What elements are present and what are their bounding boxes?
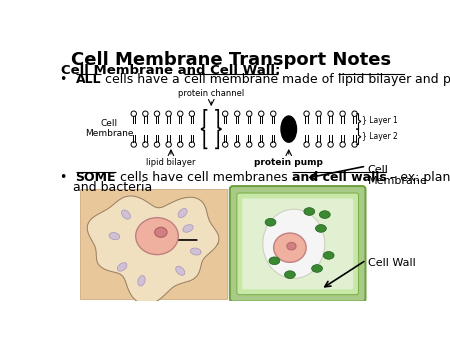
Text: } Layer 2: } Layer 2 [362, 131, 398, 141]
Ellipse shape [122, 210, 130, 219]
FancyBboxPatch shape [80, 189, 227, 298]
Ellipse shape [269, 257, 280, 265]
Text: protein channel: protein channel [178, 89, 244, 98]
Text: lipid bilayer: lipid bilayer [146, 159, 196, 167]
Ellipse shape [274, 233, 306, 262]
Text: Cell Membrane Transport Notes: Cell Membrane Transport Notes [71, 51, 391, 69]
Text: cells have cell membranes: cells have cell membranes [116, 171, 292, 185]
Text: proteins: proteins [443, 73, 450, 86]
Ellipse shape [117, 263, 127, 271]
Ellipse shape [287, 242, 296, 250]
Text: cells have a: cells have a [101, 73, 184, 86]
Ellipse shape [178, 209, 187, 218]
Text: •: • [60, 171, 76, 185]
Ellipse shape [304, 208, 315, 215]
Ellipse shape [155, 227, 167, 237]
Text: and bacteria: and bacteria [73, 182, 153, 194]
Text: protein pump: protein pump [254, 159, 323, 167]
Text: and: and [411, 73, 443, 86]
Text: Cell
Membrane: Cell Membrane [85, 119, 133, 138]
Text: } Layer 1: } Layer 1 [362, 116, 398, 125]
Ellipse shape [265, 218, 276, 226]
Ellipse shape [190, 248, 201, 255]
Text: Cell Wall: Cell Wall [368, 259, 415, 268]
Text: lipid bilayer: lipid bilayer [338, 73, 411, 86]
Text: •: • [60, 73, 76, 86]
Ellipse shape [284, 271, 295, 279]
Ellipse shape [323, 251, 334, 259]
Polygon shape [87, 196, 219, 304]
Text: made of: made of [278, 73, 338, 86]
Ellipse shape [183, 224, 193, 232]
Ellipse shape [109, 233, 120, 240]
FancyBboxPatch shape [242, 198, 353, 289]
Text: Cell
Membrane: Cell Membrane [368, 165, 428, 186]
FancyBboxPatch shape [230, 186, 365, 301]
Ellipse shape [315, 224, 326, 232]
Text: ALL: ALL [76, 73, 101, 86]
Ellipse shape [176, 266, 185, 275]
Text: and cell walls: and cell walls [292, 171, 387, 185]
Ellipse shape [320, 211, 330, 218]
FancyBboxPatch shape [237, 193, 359, 295]
Text: Cell Membrane and Cell Wall:: Cell Membrane and Cell Wall: [61, 64, 280, 77]
Ellipse shape [138, 275, 145, 286]
Ellipse shape [311, 265, 323, 272]
Ellipse shape [281, 116, 297, 142]
Text: SOME: SOME [76, 171, 116, 185]
Text: – ex: plants, fungi: – ex: plants, fungi [387, 171, 450, 185]
Ellipse shape [136, 218, 178, 255]
Text: cell membrane: cell membrane [184, 73, 278, 86]
Ellipse shape [263, 209, 325, 279]
